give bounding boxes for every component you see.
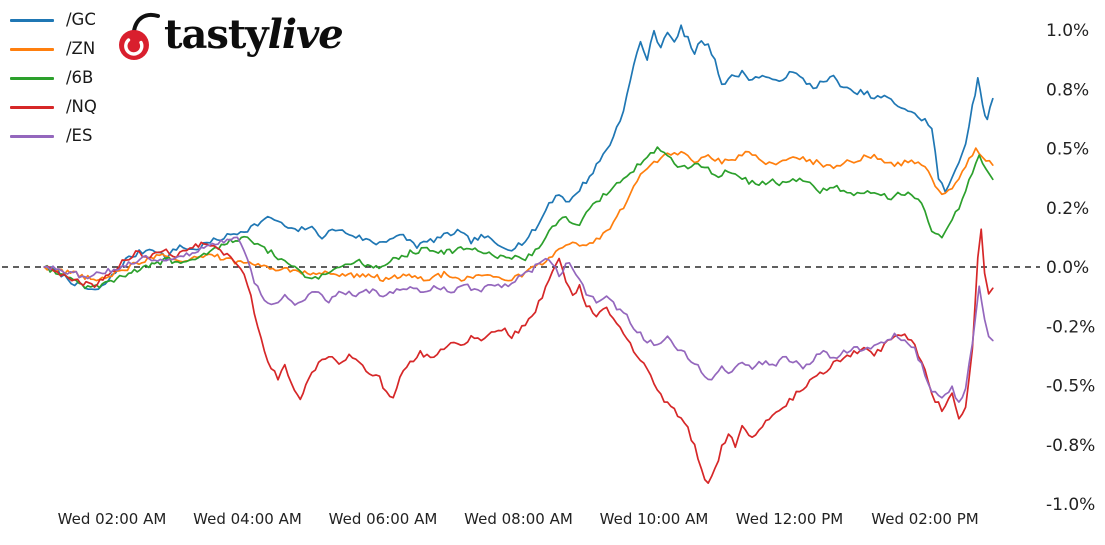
y-tick-label: -0.8% (1046, 436, 1095, 456)
legend-item-nq: /NQ (10, 97, 97, 117)
x-tick-label: Wed 02:00 PM (871, 510, 978, 528)
y-tick-label: 1.0% (1046, 21, 1089, 41)
cherry-icon (119, 12, 160, 60)
legend-label-nq: /NQ (66, 96, 97, 116)
legend-label-es: /ES (66, 125, 93, 145)
legend-swatch-nq (10, 105, 54, 109)
y-tick-label: 0.5% (1046, 140, 1089, 160)
brand-live: live (267, 11, 344, 58)
legend-item-6b: /6B (10, 68, 97, 88)
y-tick-label: 0.8% (1046, 80, 1089, 100)
legend-swatch-gc (10, 18, 54, 22)
x-tick-label: Wed 06:00 AM (329, 510, 438, 528)
y-tick-label: -0.2% (1046, 317, 1095, 337)
legend-item-es: /ES (10, 126, 97, 146)
x-tick-label: Wed 02:00 AM (58, 510, 167, 528)
brand-tasty: tasty (164, 11, 269, 58)
legend-item-zn: /ZN (10, 39, 97, 59)
series-line-nq (43, 228, 994, 484)
series-line-es (43, 236, 994, 403)
tastylive-logo: tastylive (116, 8, 344, 62)
series-line-6b (43, 146, 994, 290)
y-tick-label: -0.5% (1046, 377, 1095, 397)
legend-label-gc: /GC (66, 9, 96, 29)
legend-swatch-6b (10, 76, 54, 80)
y-tick-label: 0.0% (1046, 258, 1089, 278)
y-tick-label: 0.2% (1046, 199, 1089, 219)
legend: /GC /ZN /6B /NQ /ES (10, 10, 97, 146)
x-tick-label: Wed 04:00 AM (193, 510, 302, 528)
x-tick-label: Wed 12:00 PM (736, 510, 843, 528)
legend-item-gc: /GC (10, 10, 97, 30)
y-tick-label: -1.0% (1046, 495, 1095, 515)
series-line-zn (43, 147, 994, 283)
legend-swatch-zn (10, 47, 54, 51)
legend-label-zn: /ZN (66, 38, 96, 58)
x-tick-label: Wed 10:00 AM (600, 510, 709, 528)
brand-wordmark: tastylive (164, 15, 344, 55)
x-tick-label: Wed 08:00 AM (464, 510, 573, 528)
legend-swatch-es (10, 134, 54, 138)
legend-label-6b: /6B (66, 67, 94, 87)
